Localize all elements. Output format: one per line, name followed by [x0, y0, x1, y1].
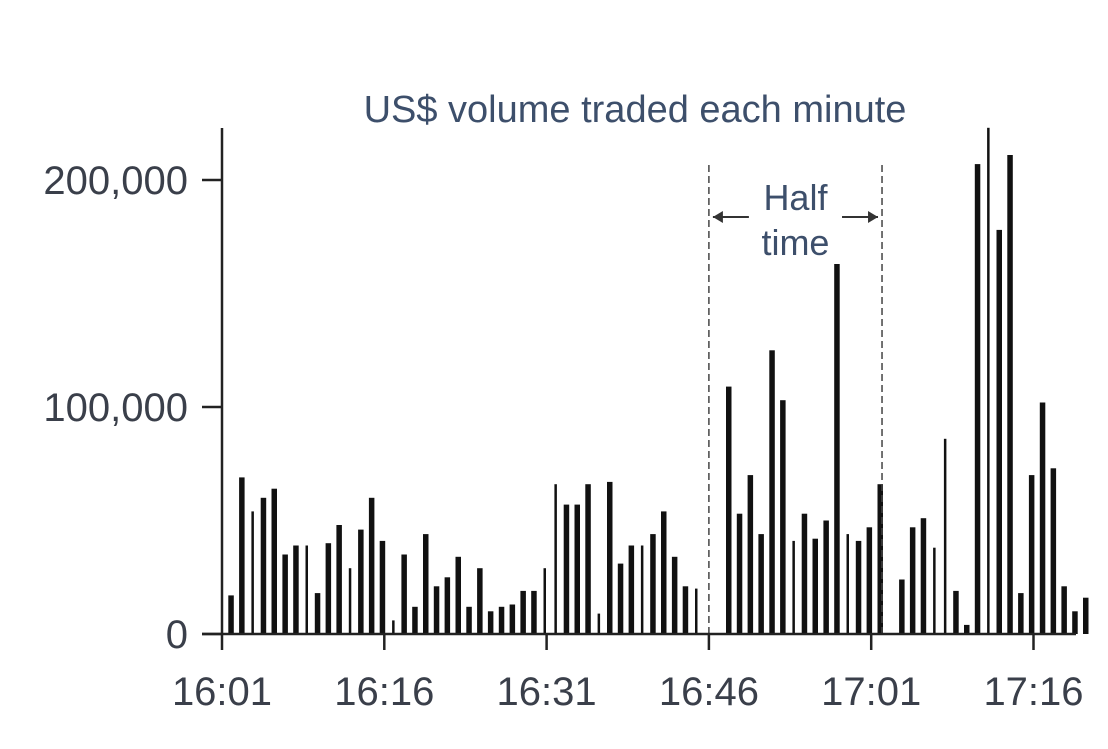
- bar-minute-13: [368, 497, 375, 634]
- bar-minute-23: [477, 568, 483, 634]
- bar-minute-62: [899, 579, 905, 634]
- bar-minute-71: [996, 229, 1002, 634]
- bar-minute-20: [444, 577, 451, 635]
- bar-minute-63: [909, 527, 916, 634]
- bar-minute-36: [617, 563, 624, 634]
- bar-minute-12: [358, 529, 364, 634]
- bar-minute-34: [597, 613, 601, 634]
- bar-minute-51: [780, 400, 786, 634]
- bar-minute-77: [1061, 586, 1067, 634]
- x-tick-label-3: 16:46: [659, 670, 759, 714]
- bar-minute-8: [314, 593, 321, 634]
- bar-minute-33: [585, 484, 591, 634]
- bar-minute-40: [661, 511, 667, 634]
- x-tick-label-4: 17:01: [821, 670, 921, 714]
- bar-minute-59: [866, 527, 873, 634]
- x-tick-label-2: 16:31: [497, 670, 597, 714]
- bar-minute-41: [671, 556, 678, 634]
- bar-minute-54: [812, 538, 818, 634]
- chart-title: US$ volume traded each minute: [364, 89, 907, 131]
- bar-minute-5: [282, 554, 288, 634]
- bar-minute-14: [379, 540, 386, 634]
- bar-minute-42: [682, 586, 689, 634]
- bar-minute-70: [987, 127, 990, 635]
- half-time-left-arrowhead: [712, 211, 723, 223]
- bar-minute-58: [855, 540, 862, 634]
- bar-minute-64: [920, 518, 927, 634]
- bar-minute-46: [726, 386, 732, 634]
- bar-minute-55: [823, 520, 829, 634]
- y-tick-label-2: 200,000: [43, 159, 188, 203]
- bar-minute-35: [607, 481, 613, 634]
- bar-minute-24: [487, 611, 494, 634]
- bar-minute-25: [498, 606, 505, 634]
- half-time-right-arrowhead: [868, 211, 879, 223]
- bar-minute-72: [1007, 155, 1013, 634]
- bar-minute-16: [401, 554, 407, 634]
- bar-minute-47: [736, 513, 743, 634]
- bar-minute-57: [846, 534, 849, 634]
- bar-minute-49: [758, 534, 764, 634]
- bar-minute-66: [943, 438, 947, 634]
- x-tick-label-1: 16:16: [334, 670, 434, 714]
- bar-minute-68: [964, 624, 970, 634]
- bar-minute-60: [877, 484, 883, 634]
- x-tick-label-5: 17:16: [983, 670, 1083, 714]
- bar-minute-1: [239, 477, 245, 634]
- bar-minute-79: [1083, 597, 1089, 634]
- bar-minute-38: [640, 545, 644, 634]
- bar-minute-75: [1039, 402, 1046, 634]
- bar-minute-28: [531, 590, 537, 634]
- bar-minute-32: [574, 504, 580, 634]
- bar-minute-0: [228, 595, 234, 634]
- y-tick-label-1: 100,000: [43, 386, 188, 430]
- bar-minute-6: [293, 545, 299, 634]
- bar-minute-31: [563, 504, 570, 634]
- x-tick-label-0: 16:01: [172, 670, 272, 714]
- bar-minute-30: [554, 484, 557, 634]
- bar-minute-37: [628, 545, 635, 634]
- bar-minute-27: [520, 590, 526, 634]
- bar-minute-69: [974, 164, 981, 634]
- bar-minute-29: [543, 568, 546, 634]
- bar-minute-10: [336, 525, 342, 634]
- bar-minute-15: [392, 620, 395, 634]
- bar-minute-19: [433, 586, 440, 634]
- bar-minute-43: [695, 588, 698, 634]
- bar-minute-11: [348, 568, 352, 634]
- bar-minute-21: [455, 556, 461, 634]
- bar-minute-74: [1028, 475, 1035, 634]
- bar-minute-76: [1050, 468, 1057, 634]
- bar-minute-26: [509, 604, 516, 634]
- half-time-label-line2: time: [761, 222, 829, 263]
- bar-minute-18: [423, 534, 429, 634]
- bar-minute-9: [325, 543, 332, 634]
- bar-minute-2: [251, 511, 254, 634]
- bar-minute-52: [792, 540, 795, 634]
- bar-minute-53: [801, 513, 808, 634]
- axes-layer: 0 100,000 200,000 16:01 16:16 16:31 16:46 17:01…: [43, 128, 1084, 714]
- bar-minute-50: [769, 350, 775, 635]
- y-tick-label-0: 0: [166, 613, 188, 657]
- bar-minute-56: [834, 264, 840, 634]
- bar-minute-4: [271, 488, 277, 634]
- bar-minute-67: [953, 590, 959, 634]
- bar-minute-78: [1072, 611, 1078, 634]
- bar-minute-22: [466, 606, 472, 634]
- bar-minute-17: [412, 606, 418, 634]
- bar-minute-7: [305, 545, 308, 634]
- bar-minute-39: [650, 534, 656, 634]
- bar-minute-48: [747, 475, 754, 634]
- bar-minute-3: [260, 497, 267, 634]
- bar-minute-65: [933, 547, 936, 634]
- bar-minute-73: [1018, 593, 1024, 634]
- half-time-label-line1: Half: [763, 177, 828, 218]
- bars-layer: [228, 127, 1089, 635]
